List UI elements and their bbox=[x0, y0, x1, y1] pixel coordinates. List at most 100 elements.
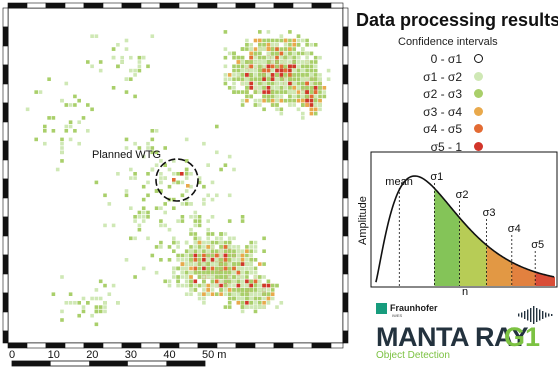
detection-cell bbox=[141, 55, 146, 60]
detection-cell bbox=[283, 77, 288, 81]
detection-cell bbox=[223, 55, 228, 60]
detection-cell bbox=[305, 103, 309, 107]
detection-cell bbox=[270, 73, 275, 77]
detection-cell bbox=[64, 124, 69, 129]
detection-cell bbox=[81, 305, 86, 309]
sonar-bar bbox=[530, 308, 532, 322]
confidence-legend: 0 - σ1 σ1 - σ2 σ2 - σ3 σ3 - σ4 σ4 - σ5 σ5 - 1 bbox=[396, 50, 506, 155]
detection-cell bbox=[240, 64, 245, 69]
detection-cell bbox=[64, 129, 69, 133]
detection-cell bbox=[245, 292, 249, 296]
detection-cell bbox=[202, 249, 206, 253]
frame-segment bbox=[216, 342, 237, 349]
detection-cell bbox=[266, 288, 271, 292]
detection-cell bbox=[219, 167, 223, 172]
detection-cell bbox=[266, 51, 271, 56]
detection-cell bbox=[193, 240, 198, 245]
detection-cell bbox=[270, 292, 275, 296]
frame-segment bbox=[342, 311, 349, 332]
distribution-curve bbox=[375, 175, 555, 283]
detection-cell bbox=[107, 202, 112, 206]
detection-cell bbox=[180, 219, 185, 223]
detection-cell bbox=[240, 68, 245, 73]
detection-cell bbox=[77, 98, 81, 103]
detection-cell bbox=[227, 249, 232, 253]
detection-cell bbox=[253, 86, 258, 90]
detection-cell bbox=[279, 94, 284, 99]
legend-label: σ3 - σ4 bbox=[423, 104, 462, 119]
frame-segment bbox=[2, 330, 9, 344]
detection-cell bbox=[68, 124, 73, 129]
detection-cell bbox=[202, 270, 206, 275]
sonar-bar bbox=[551, 314, 553, 316]
detection-cell bbox=[240, 73, 245, 77]
detection-cell bbox=[184, 159, 189, 163]
detection-cell bbox=[223, 47, 228, 51]
detection-cell bbox=[279, 86, 284, 90]
detection-cell bbox=[296, 55, 301, 60]
detection-cell bbox=[262, 283, 266, 288]
detection-cell bbox=[249, 64, 253, 69]
detection-cell bbox=[98, 309, 103, 314]
detection-cell bbox=[159, 172, 163, 176]
map-frame bbox=[2, 2, 349, 349]
detection-cell bbox=[81, 296, 86, 301]
detection-cell bbox=[262, 90, 266, 94]
frame-segment bbox=[121, 2, 142, 9]
detection-cell bbox=[227, 279, 232, 284]
detection-cell bbox=[184, 172, 189, 176]
detection-cell bbox=[111, 47, 116, 51]
detection-cell bbox=[172, 270, 176, 275]
detection-cell bbox=[253, 279, 258, 284]
detection-cell bbox=[253, 245, 258, 249]
detection-cell bbox=[313, 60, 318, 64]
detection-cell bbox=[176, 275, 180, 279]
scale-tick-label: 50 m bbox=[202, 349, 226, 361]
detection-cell bbox=[141, 219, 146, 223]
detection-cell bbox=[94, 288, 99, 292]
detection-cell bbox=[189, 249, 193, 253]
marker-label: σ2 bbox=[456, 189, 469, 201]
detection-cell bbox=[249, 301, 253, 305]
detection-cell bbox=[249, 249, 253, 253]
detection-cell bbox=[180, 202, 185, 206]
detection-cell bbox=[227, 86, 232, 90]
detection-cell bbox=[90, 107, 94, 112]
frame-segment bbox=[140, 2, 161, 9]
detection-cell bbox=[146, 193, 150, 198]
detection-cell bbox=[288, 90, 292, 94]
detection-cell bbox=[305, 98, 309, 103]
detection-cell bbox=[184, 292, 189, 296]
detection-cell bbox=[266, 73, 271, 77]
detection-cell bbox=[154, 129, 159, 133]
detection-cell bbox=[236, 296, 241, 301]
detection-cell bbox=[245, 283, 249, 288]
frame-segment bbox=[2, 254, 9, 275]
detection-cell bbox=[163, 279, 167, 284]
detection-cell bbox=[245, 98, 249, 103]
detection-cell bbox=[227, 245, 232, 249]
detection-cell bbox=[240, 215, 245, 219]
detection-cell bbox=[258, 288, 262, 292]
detection-cell bbox=[189, 262, 193, 266]
detection-cell bbox=[154, 189, 159, 193]
legend-subtitle: Confidence intervals bbox=[398, 36, 498, 48]
brand-org-sub: IWES bbox=[392, 313, 403, 318]
detection-cell bbox=[223, 279, 228, 284]
detection-cell bbox=[232, 258, 236, 262]
detection-cell bbox=[292, 38, 296, 43]
detection-cell bbox=[146, 172, 150, 176]
detection-cell bbox=[176, 180, 180, 185]
detection-cell bbox=[197, 176, 202, 180]
detection-cell bbox=[184, 262, 189, 266]
detection-cell bbox=[249, 279, 253, 284]
detection-cell bbox=[296, 73, 301, 77]
detection-cell bbox=[137, 227, 142, 232]
detection-cell bbox=[180, 262, 185, 266]
detection-cell bbox=[253, 270, 258, 275]
detection-cell bbox=[159, 245, 163, 249]
detection-cell bbox=[215, 258, 219, 262]
detection-cell bbox=[223, 240, 228, 245]
detection-cell bbox=[279, 68, 284, 73]
detection-cell bbox=[270, 47, 275, 51]
